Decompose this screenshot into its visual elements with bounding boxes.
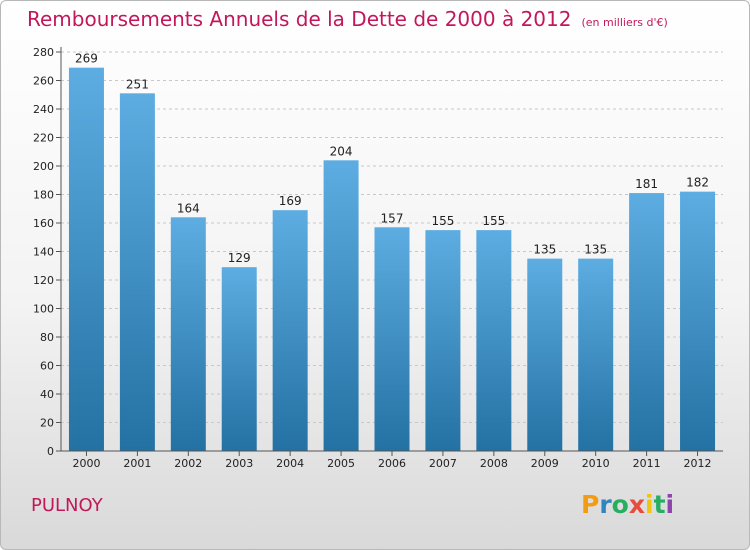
bar <box>221 267 257 451</box>
x-tick-label: 2008 <box>480 457 508 470</box>
proxiti-logo: Proxiti <box>581 490 674 519</box>
y-tick-label: 280 <box>33 46 54 59</box>
chart-subtitle: (en milliers d'€) <box>581 16 668 29</box>
bar-value-label: 169 <box>279 194 302 208</box>
bar-value-label: 129 <box>228 251 251 265</box>
x-tick-label: 2009 <box>531 457 559 470</box>
bar-value-label: 157 <box>381 211 404 225</box>
bar <box>119 93 155 451</box>
bar-value-label: 155 <box>431 214 454 228</box>
y-tick-label: 180 <box>33 189 54 202</box>
y-tick-label: 140 <box>33 246 54 259</box>
y-tick-label: 120 <box>33 274 54 287</box>
x-tick-label: 2003 <box>225 457 253 470</box>
y-tick-label: 160 <box>33 217 54 230</box>
bar <box>425 230 461 451</box>
bar-value-label: 181 <box>635 177 658 191</box>
y-tick-label: 80 <box>40 331 54 344</box>
y-tick-label: 100 <box>33 303 54 316</box>
bar <box>680 191 716 451</box>
x-tick-label: 2006 <box>378 457 406 470</box>
bar <box>323 160 359 452</box>
y-tick-label: 200 <box>33 160 54 173</box>
y-tick-label: 20 <box>40 417 54 430</box>
chart-title: Remboursements Annuels de la Dette de 20… <box>27 7 668 31</box>
y-tick-label: 220 <box>33 132 54 145</box>
bar-value-label: 251 <box>126 77 149 91</box>
logo-letter: i <box>665 490 675 519</box>
logo-letter: o <box>611 490 629 519</box>
bar-value-label: 269 <box>75 52 98 66</box>
chart-title-text: Remboursements Annuels de la Dette de 20… <box>27 7 572 31</box>
y-tick-label: 40 <box>40 388 54 401</box>
x-tick-label: 2007 <box>429 457 457 470</box>
bar-value-label: 164 <box>177 201 200 215</box>
x-tick-label: 2004 <box>276 457 304 470</box>
bar-value-label: 182 <box>686 176 709 190</box>
x-tick-label: 2001 <box>123 457 151 470</box>
x-tick-label: 2005 <box>327 457 355 470</box>
bar <box>527 258 563 451</box>
x-tick-label: 2002 <box>174 457 202 470</box>
y-tick-label: 240 <box>33 103 54 116</box>
bar <box>374 227 410 451</box>
logo-letter: P <box>581 490 600 519</box>
y-tick-label: 0 <box>47 445 54 458</box>
x-tick-label: 2010 <box>582 457 610 470</box>
logo-letter: i <box>645 490 654 519</box>
bar <box>68 67 104 452</box>
bar <box>629 193 665 451</box>
bar <box>578 258 614 451</box>
bar-value-label: 135 <box>584 243 607 257</box>
y-tick-label: 60 <box>40 360 54 373</box>
commune-name: PULNOY <box>31 495 103 516</box>
bar-value-label: 155 <box>482 214 505 228</box>
bar-value-label: 204 <box>330 144 353 158</box>
x-tick-label: 2012 <box>684 457 712 470</box>
x-tick-label: 2011 <box>633 457 661 470</box>
bar <box>476 230 512 451</box>
bar-value-label: 135 <box>533 243 556 257</box>
x-tick-label: 2000 <box>72 457 100 470</box>
y-tick-label: 260 <box>33 75 54 88</box>
logo-letter: r <box>599 490 612 519</box>
logo-letter: x <box>628 490 645 519</box>
bar <box>272 210 308 451</box>
bar <box>170 217 206 451</box>
logo-letter: t <box>653 490 666 519</box>
